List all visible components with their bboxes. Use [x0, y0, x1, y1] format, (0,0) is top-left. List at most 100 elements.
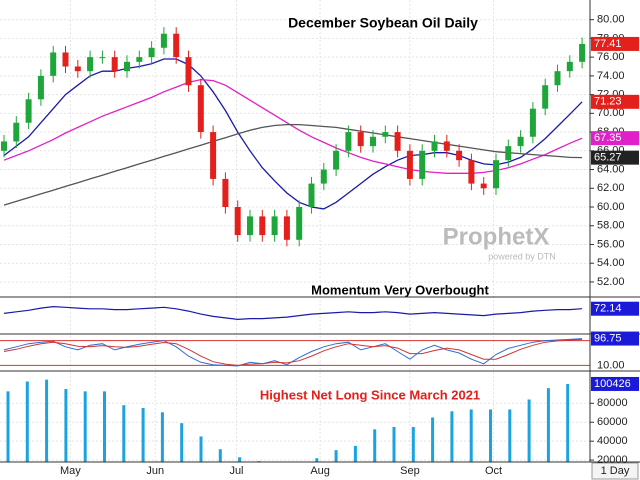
stochastic-line: [3, 338, 583, 366]
candle-body: [419, 150, 426, 179]
candle-body: [505, 146, 512, 161]
moving-average: [3, 58, 583, 210]
candle-body: [99, 57, 106, 59]
candle-body: [111, 57, 118, 72]
interval[interactable]: 1 Day: [601, 465, 630, 477]
value-badge-label: 77.41: [594, 38, 622, 50]
y-tick-label: 62.00: [597, 182, 625, 194]
bar: [103, 391, 106, 462]
value-badge: [591, 331, 639, 346]
candle-body: [25, 99, 32, 123]
bar: [353, 445, 357, 462]
candle-body: [296, 207, 303, 240]
chart-title: December Soybean Oil Daily: [288, 15, 478, 31]
bar: [238, 457, 242, 462]
bar: [180, 423, 184, 462]
watermark-sub: powered by DTN: [488, 251, 556, 261]
y-tick-label: 60.00: [597, 201, 625, 213]
candle-body: [468, 160, 475, 184]
candle-body: [431, 141, 438, 151]
bar: [160, 412, 164, 462]
candle-body: [456, 150, 463, 161]
bar: [64, 389, 68, 462]
y-tick-label: 74.00: [597, 70, 625, 82]
candle-body: [37, 75, 44, 100]
candle-body: [13, 122, 20, 142]
y-tick-label: 20000: [597, 454, 628, 466]
bar: [450, 411, 454, 462]
candle-body: [443, 141, 450, 151]
candle-body: [554, 71, 561, 86]
x-tick-label: May: [60, 465, 81, 477]
value-badge-label: 96.75: [594, 332, 622, 344]
value-badge: [591, 131, 639, 146]
candle-body: [308, 183, 315, 208]
value-badge: [591, 36, 639, 51]
bar: [431, 417, 435, 462]
candle-body: [529, 108, 536, 137]
candle-body: [50, 52, 57, 76]
y-tick-label: 54.00: [597, 257, 625, 269]
x-tick-label: Aug: [310, 465, 330, 477]
bar: [45, 379, 49, 462]
bar: [218, 449, 222, 462]
bar: [199, 436, 203, 462]
plot: [1, 27, 586, 462]
moving-average: [3, 123, 583, 206]
candle-body: [247, 216, 253, 236]
candle-body: [87, 57, 94, 72]
candle-body: [160, 33, 167, 48]
value-badge-label: 72.14: [594, 303, 622, 315]
x-tick-label: Oct: [485, 465, 502, 477]
panel-title: Highest Net Long Since March 2021: [260, 387, 480, 402]
x-tick-label: Jul: [229, 465, 243, 477]
bar: [508, 409, 512, 462]
momentum-line: [3, 305, 583, 321]
panel-title: Momentum Very Overbought: [311, 282, 489, 297]
value-badge-label: 67.35: [594, 132, 622, 144]
value-badge-label: 65.27: [594, 152, 622, 164]
y-tick-label: 60000: [597, 416, 628, 428]
bar: [566, 383, 570, 462]
candle-body: [480, 183, 487, 189]
candle-body: [517, 136, 524, 147]
candle-body: [136, 57, 143, 62]
y-tick-label: 58.00: [597, 220, 625, 232]
grid: [0, 0, 590, 462]
candle-body: [357, 132, 364, 147]
y-tick-label: 52.00: [597, 276, 625, 288]
bar: [141, 408, 145, 462]
value-badge: [591, 376, 639, 391]
candle-body: [542, 85, 549, 109]
candle-body: [579, 43, 586, 62]
candle-body: [210, 132, 217, 179]
y-tick-label: 56.00: [597, 238, 625, 250]
candle-body: [271, 216, 278, 236]
candle-body: [283, 216, 290, 240]
bar: [411, 426, 415, 462]
interval-box[interactable]: [591, 462, 639, 480]
candle-body: [197, 85, 204, 133]
axes: May Jun Jul Aug Sep Oct 52.00 54.00 56.00 58.00 60…: [60, 14, 639, 477]
value-badge: [591, 94, 639, 109]
x-tick-label: Sep: [400, 465, 420, 477]
y-tick-label: 40000: [597, 435, 628, 447]
candle-body: [1, 141, 7, 151]
candle-body: [493, 160, 499, 189]
candle-body: [173, 33, 180, 58]
candle-body: [320, 169, 327, 184]
candle-body: [259, 216, 266, 236]
candle-body: [74, 66, 81, 72]
candle-body: [333, 150, 340, 170]
bar: [392, 426, 396, 462]
candle-body: [370, 136, 376, 147]
bar: [373, 429, 377, 462]
candle-body: [222, 178, 229, 208]
candle-body: [382, 132, 389, 137]
y-tick-label: 64.00: [597, 163, 625, 175]
y-tick-label: 80.00: [597, 14, 625, 26]
bar: [83, 391, 87, 462]
bar: [122, 405, 126, 462]
bar: [469, 409, 473, 462]
